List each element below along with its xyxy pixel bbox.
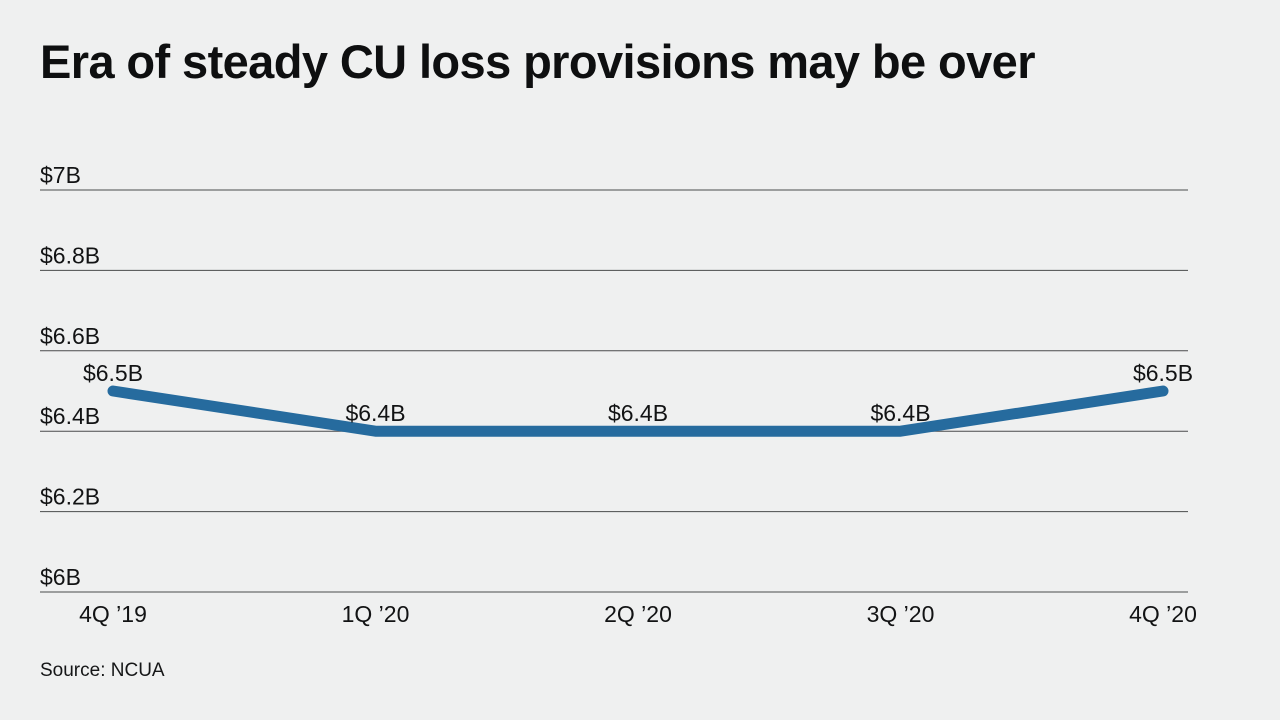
x-tick-label: 2Q ’20 — [604, 601, 672, 627]
x-tick-label: 3Q ’20 — [867, 601, 935, 627]
y-tick-label: $6.2B — [40, 484, 100, 510]
chart-title: Era of steady CU loss provisions may be … — [40, 35, 1036, 88]
series-group — [107, 385, 1169, 437]
x-tick-label: 4Q ’19 — [79, 601, 147, 627]
data-point-label: $6.4B — [345, 400, 405, 426]
x-axis-labels-group: 4Q ’19 1Q ’20 2Q ’20 3Q ’20 4Q ’20 — [79, 601, 1197, 627]
data-point-label: $6.5B — [83, 360, 143, 386]
data-point-label: $6.5B — [1133, 360, 1193, 386]
y-tick-label: $6.6B — [40, 323, 100, 349]
x-tick-label: 1Q ’20 — [342, 601, 410, 627]
y-tick-label: $6.4B — [40, 403, 100, 429]
y-tick-label: $7B — [40, 162, 81, 188]
y-tick-label: $6B — [40, 564, 81, 590]
gridlines-group — [40, 189, 1188, 593]
series-line — [107, 385, 1169, 437]
data-point-label: $6.4B — [608, 400, 668, 426]
source-note: Source: NCUA — [40, 660, 165, 681]
y-axis-labels-group: $7B $6.8B $6.6B $6.4B $6.2B $6B — [40, 162, 100, 590]
data-point-label: $6.4B — [870, 400, 930, 426]
x-tick-label: 4Q ’20 — [1129, 601, 1197, 627]
y-tick-label: $6.8B — [40, 242, 100, 268]
data-labels-group: $6.5B $6.4B $6.4B $6.4B $6.5B — [83, 360, 1193, 426]
